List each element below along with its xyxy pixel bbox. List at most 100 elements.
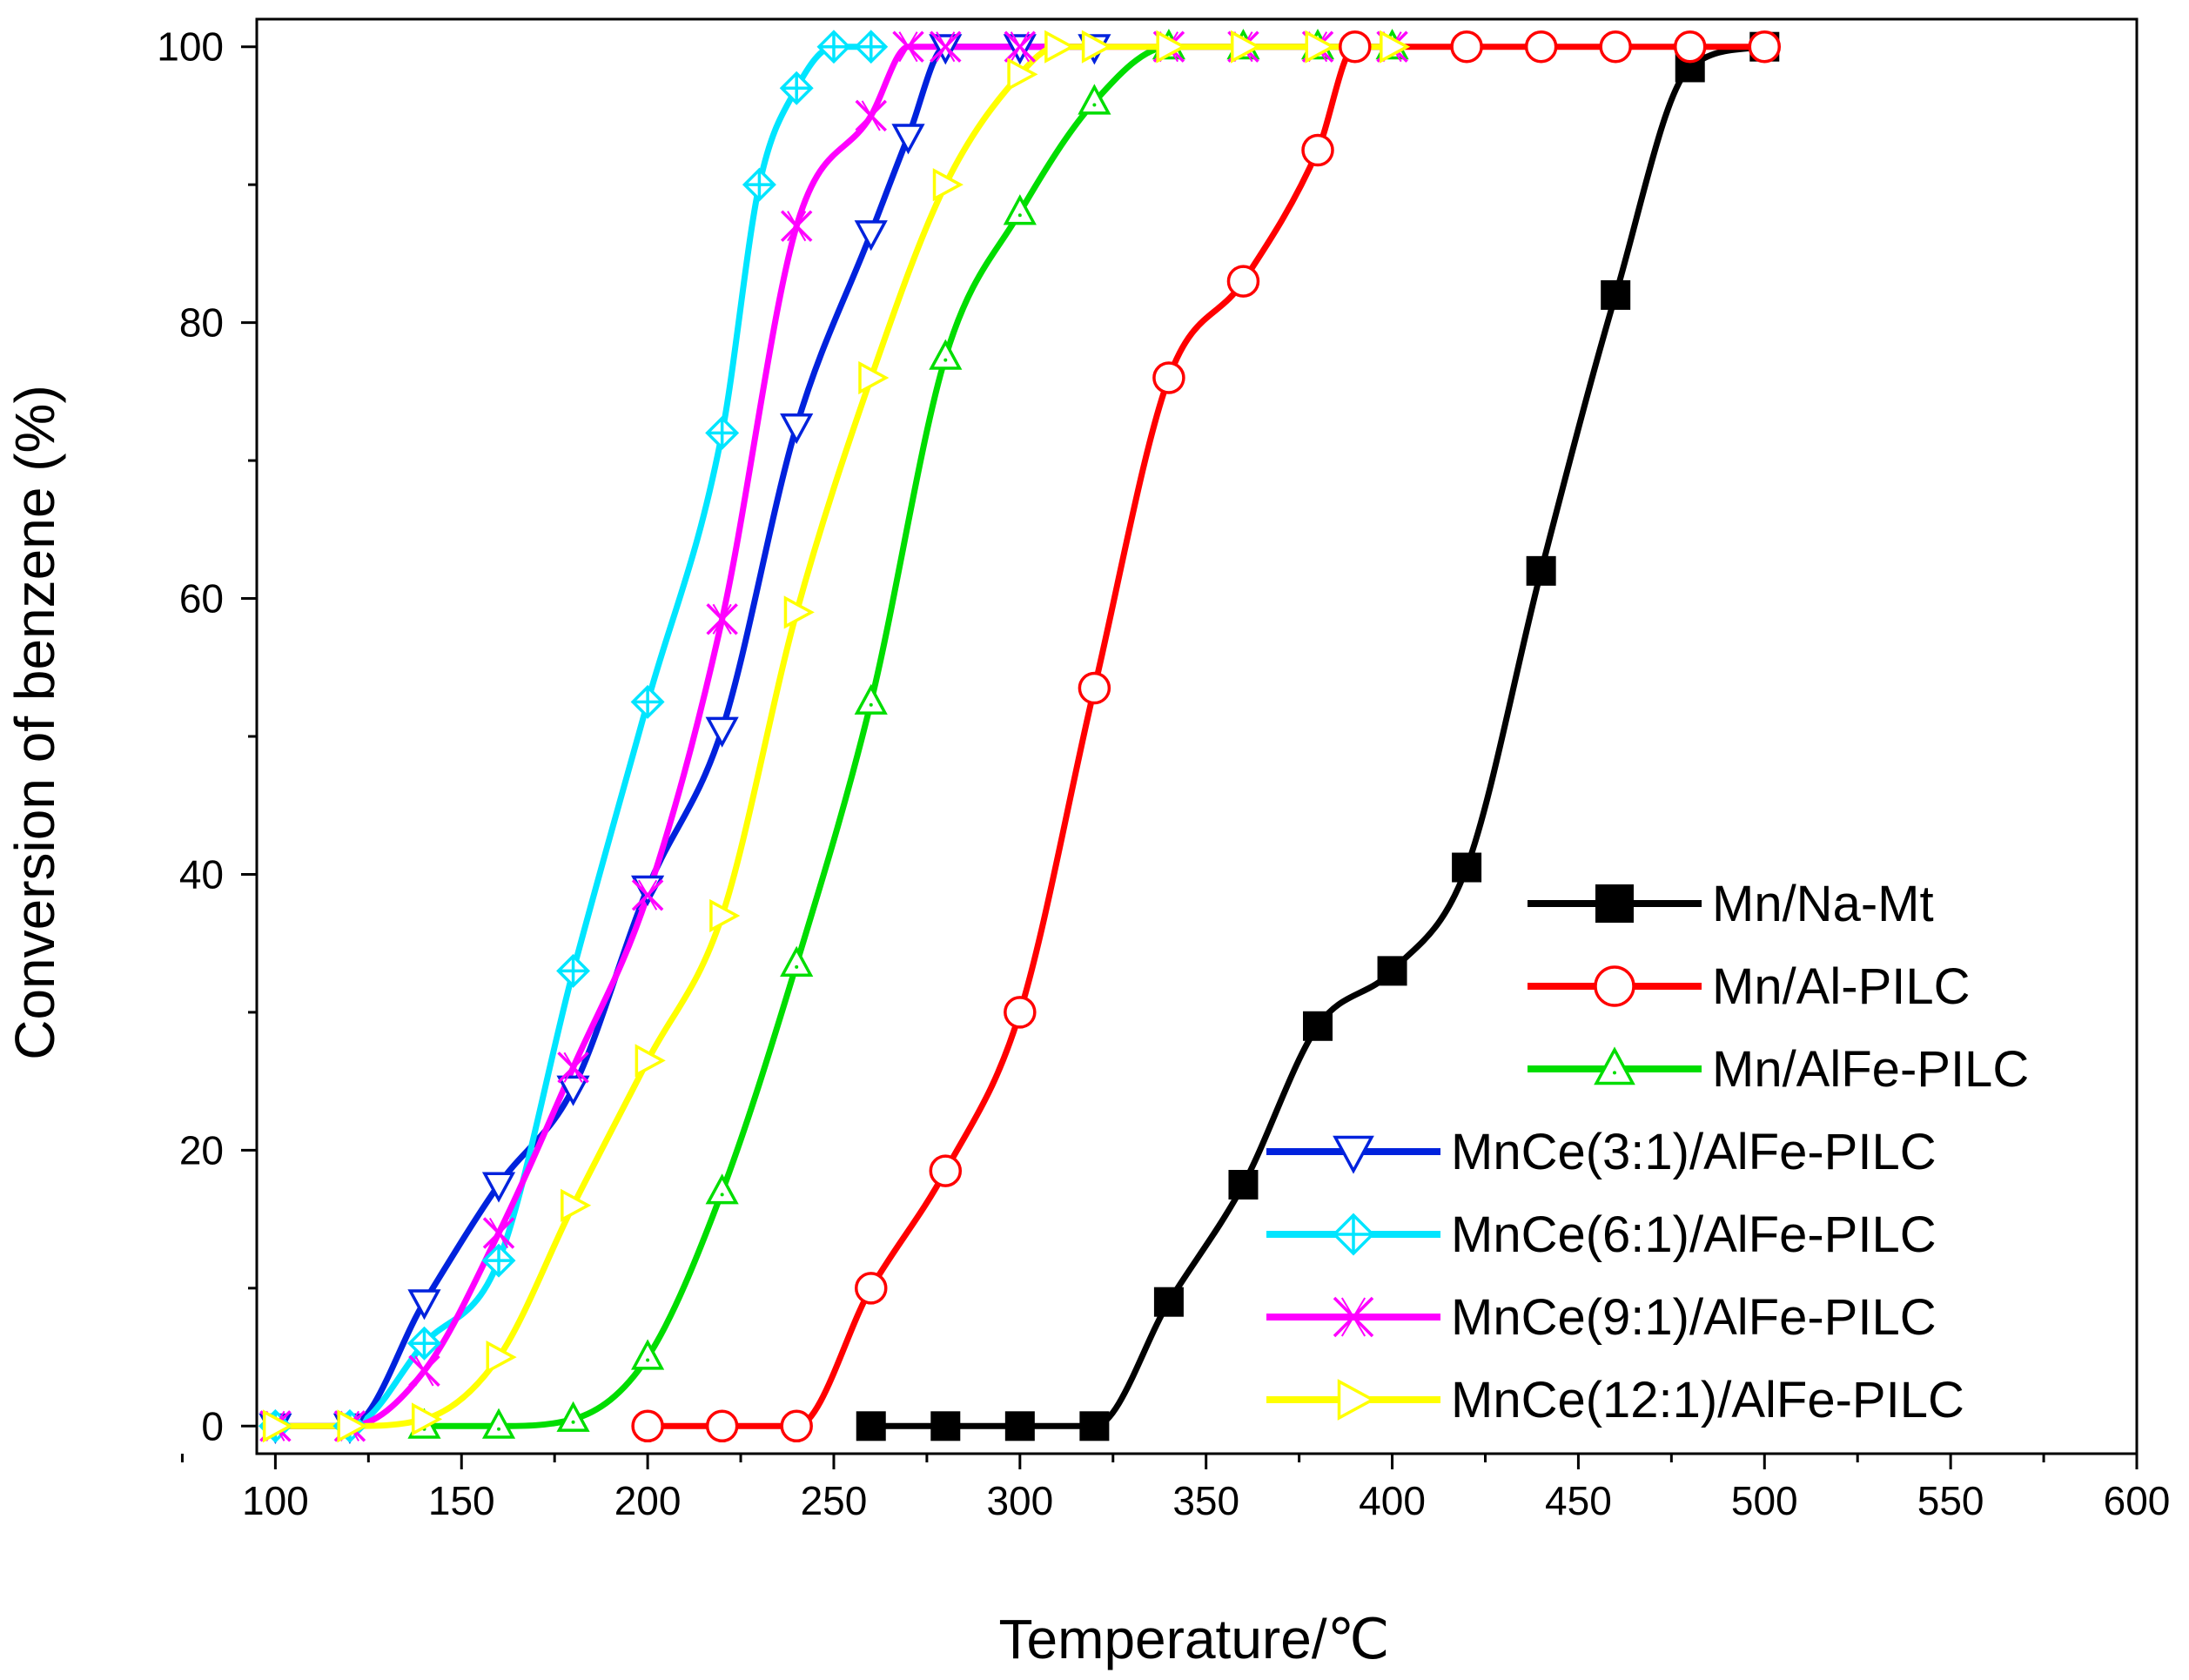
legend-marker	[1332, 1213, 1375, 1256]
data-point-dot	[943, 358, 948, 362]
x-axis-title: Temperature/℃	[999, 1608, 1390, 1670]
data-point-dot	[571, 1420, 575, 1424]
data-point	[892, 30, 924, 63]
legend-marker	[1337, 1379, 1376, 1421]
data-point-shape	[1078, 671, 1111, 705]
data-point-dot	[497, 1427, 501, 1431]
data-point-shape	[631, 1339, 665, 1370]
data-point-dot	[720, 1193, 724, 1197]
data-point-d	[414, 1355, 434, 1387]
legend-item-2: Mn/Al-PILC	[1528, 958, 1971, 1015]
data-point-shape	[1526, 555, 1556, 586]
data-point-dot	[646, 1358, 650, 1362]
data-point	[1003, 194, 1037, 225]
data-point-d	[936, 31, 956, 63]
data-point	[706, 603, 738, 635]
data-point	[1004, 30, 1037, 63]
legend-item-6: MnCe(9:1)/AlFe-PILC	[1266, 1289, 1937, 1346]
data-point	[411, 1402, 443, 1436]
x-tick-label: 350	[1172, 1478, 1239, 1523]
data-point-shape	[556, 1075, 590, 1106]
data-point-shape	[1524, 30, 1558, 64]
data-point	[709, 898, 741, 933]
legend: Mn/Na-Mt Mn/Al-PILC Mn/AlFe-PILC MnCe(3:1)/…	[1266, 876, 2029, 1428]
data-point	[783, 595, 815, 629]
data-point	[929, 1154, 963, 1187]
data-point	[1153, 1287, 1184, 1317]
legend-item-5: MnCe(6:1)/AlFe-PILC	[1266, 1206, 1937, 1263]
legend-marker	[1595, 884, 1634, 923]
data-point-shape	[929, 1154, 963, 1187]
x-tick-label: 400	[1359, 1478, 1426, 1523]
data-point	[854, 1272, 888, 1305]
data-point-shape	[1377, 956, 1407, 986]
data-point	[705, 415, 740, 450]
data-point-shape	[337, 1409, 368, 1443]
data-point	[337, 1409, 368, 1443]
legend-label: MnCe(9:1)/AlFe-PILC	[1451, 1289, 1937, 1346]
data-point-dot	[1092, 103, 1097, 107]
data-point	[630, 684, 665, 719]
data-point	[742, 167, 776, 202]
legend-item-1: Mn/Na-Mt	[1528, 876, 1934, 932]
data-point-d	[1010, 31, 1030, 63]
data-point-shape	[1228, 1170, 1259, 1200]
data-point	[1078, 84, 1111, 115]
data-point-shape	[780, 945, 814, 977]
legend-marker-shape	[1333, 1135, 1374, 1174]
data-point-d	[861, 100, 881, 131]
legend-marker-shape	[1594, 965, 1635, 1007]
data-point	[407, 1289, 441, 1320]
data-point-shape	[1452, 852, 1482, 883]
x-tick-label: 100	[242, 1478, 309, 1523]
data-point	[1526, 555, 1556, 586]
data-point-shape	[1153, 1287, 1184, 1317]
data-point-shape	[856, 1411, 886, 1441]
data-point	[1156, 30, 1187, 64]
data-point-shape	[705, 1173, 739, 1205]
data-point	[631, 878, 664, 911]
data-point	[780, 210, 813, 242]
data-point-shape	[1004, 1411, 1035, 1441]
legend-label: Mn/AlFe-PILC	[1712, 1041, 2029, 1098]
data-point	[1081, 30, 1113, 64]
data-point-dot	[869, 702, 873, 707]
data-point	[1305, 30, 1336, 64]
data-point-shape	[1339, 30, 1372, 64]
data-point	[780, 1409, 813, 1443]
legend-marker-shape	[1594, 1046, 1635, 1085]
data-point	[1044, 30, 1076, 64]
data-point	[1004, 1411, 1035, 1441]
data-point-shape	[705, 1409, 739, 1443]
x-tick-label: 600	[2104, 1478, 2171, 1523]
data-point	[858, 360, 890, 395]
data-point-shape	[1079, 1411, 1110, 1441]
legend-label: MnCe(12:1)/AlFe-PILC	[1451, 1372, 1964, 1428]
series-layer	[258, 29, 1782, 1444]
data-point	[1524, 30, 1558, 64]
axes-layer: 100 150 200 250 300 350 400 450 500 550 600 0 20 40 60…	[157, 17, 2171, 1523]
y-tick-label: 40	[179, 851, 224, 897]
data-point-shape	[932, 168, 964, 202]
legend-marker-d	[1340, 1297, 1366, 1337]
data-point	[631, 1409, 664, 1443]
data-point	[556, 1075, 590, 1106]
data-point	[557, 1052, 589, 1084]
data-point	[855, 99, 887, 132]
data-point-shape	[858, 360, 890, 395]
data-point-d	[787, 211, 807, 242]
data-point	[1079, 1411, 1110, 1441]
data-point-shape	[486, 1340, 517, 1374]
data-point	[705, 1173, 739, 1205]
legend-marker	[1333, 1296, 1374, 1338]
data-point-shape	[1081, 30, 1113, 64]
data-point	[779, 71, 814, 105]
legend-marker-dot	[1613, 1071, 1616, 1075]
x-tick-label: 550	[1917, 1478, 1984, 1523]
legend-marker	[1594, 1046, 1635, 1085]
data-point	[1226, 265, 1260, 298]
data-point	[1303, 1011, 1333, 1041]
data-point	[1450, 30, 1483, 64]
data-point-shape	[481, 1172, 516, 1203]
